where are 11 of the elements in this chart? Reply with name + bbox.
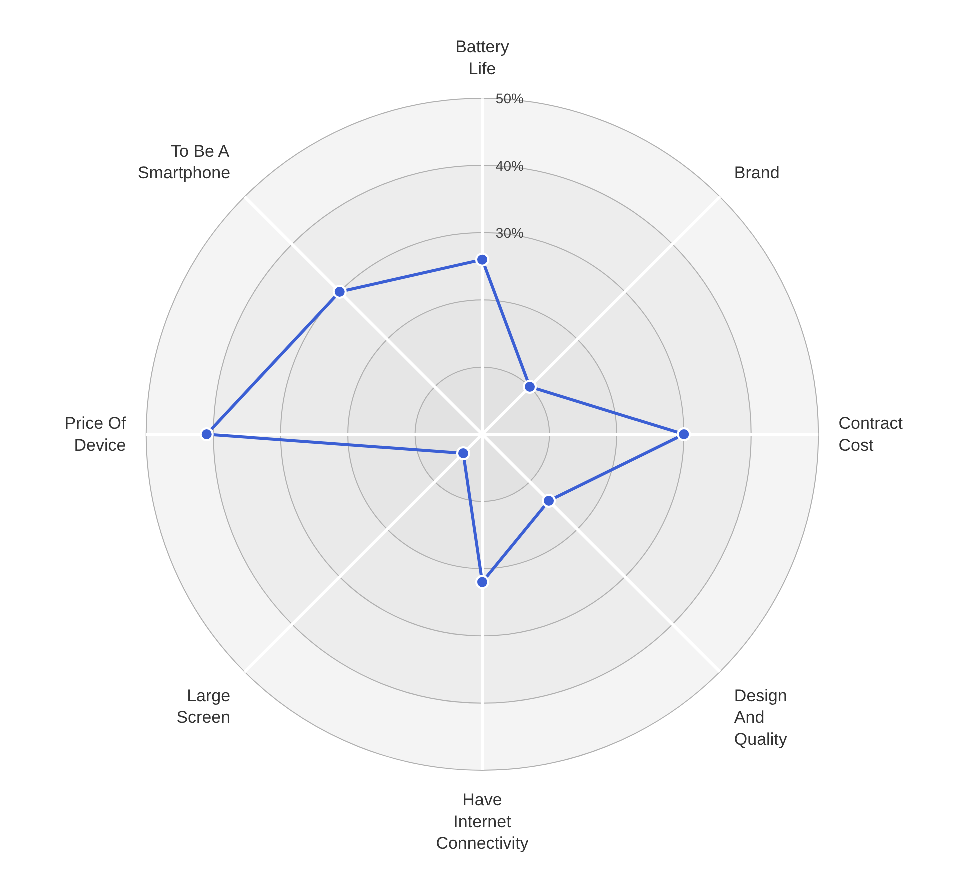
spoke-label: Design And Quality bbox=[734, 686, 788, 749]
spoke-label: Have Internet Connectivity bbox=[436, 790, 530, 854]
spoke-label: Large Screen bbox=[176, 686, 231, 728]
y-tick-label: 40% bbox=[496, 158, 524, 174]
spoke-label: Battery Life bbox=[456, 38, 510, 78]
spoke-label: Price Of Device bbox=[64, 414, 126, 455]
spoke-label: Contract Cost bbox=[838, 414, 904, 455]
spoke-label: To Be A Smartphone bbox=[138, 142, 231, 183]
y-tick-label: 50% bbox=[496, 90, 524, 107]
spoke-label: Brand bbox=[734, 164, 780, 183]
y-tick-label: 30% bbox=[496, 224, 524, 241]
